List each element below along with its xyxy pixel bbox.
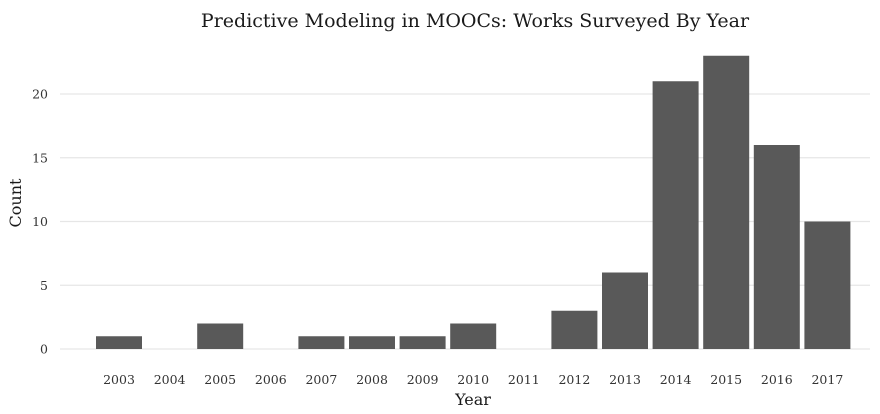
y-axis-label: Count (6, 178, 25, 227)
bar-2016 (753, 145, 800, 349)
x-axis-label: Year (454, 390, 491, 409)
y-tick-label: 0 (40, 342, 48, 357)
bar-2005 (197, 323, 244, 349)
bar-2015 (703, 55, 750, 349)
bar-2014 (652, 81, 699, 349)
x-axis-ticks: 2003 2004 2005 2006 2007 2008 2009 2010 2011 2012… (103, 372, 843, 387)
y-tick-label: 10 (32, 214, 48, 229)
bar-2017 (804, 221, 851, 349)
bars (96, 55, 851, 349)
y-tick-label: 5 (40, 278, 48, 293)
x-tick-label: 2007 (305, 372, 337, 387)
x-tick-label: 2013 (609, 372, 641, 387)
x-tick-label: 2004 (154, 372, 186, 387)
y-tick-label: 20 (32, 87, 48, 102)
x-tick-label: 2015 (710, 372, 742, 387)
y-tick-label: 15 (32, 150, 48, 165)
bar-2013 (602, 272, 648, 349)
bar-2008 (349, 336, 395, 349)
x-tick-label: 2005 (204, 372, 236, 387)
x-tick-label: 2008 (356, 372, 388, 387)
bar-2003 (96, 336, 142, 349)
bar-2010 (450, 323, 497, 349)
x-tick-label: 2016 (761, 372, 793, 387)
x-tick-label: 2011 (508, 372, 540, 387)
bar-2009 (399, 336, 446, 349)
x-tick-label: 2014 (660, 372, 692, 387)
chart-title: Predictive Modeling in MOOCs: Works Surv… (201, 10, 750, 32)
x-tick-label: 2017 (811, 372, 843, 387)
x-tick-label: 2010 (457, 372, 489, 387)
bar-2012 (551, 310, 598, 349)
x-tick-label: 2009 (407, 372, 439, 387)
bar-2007 (298, 336, 345, 349)
x-tick-label: 2003 (103, 372, 135, 387)
x-tick-label: 2006 (255, 372, 287, 387)
x-tick-label: 2012 (558, 372, 590, 387)
y-axis-ticks: 0 5 10 15 20 (32, 87, 48, 357)
